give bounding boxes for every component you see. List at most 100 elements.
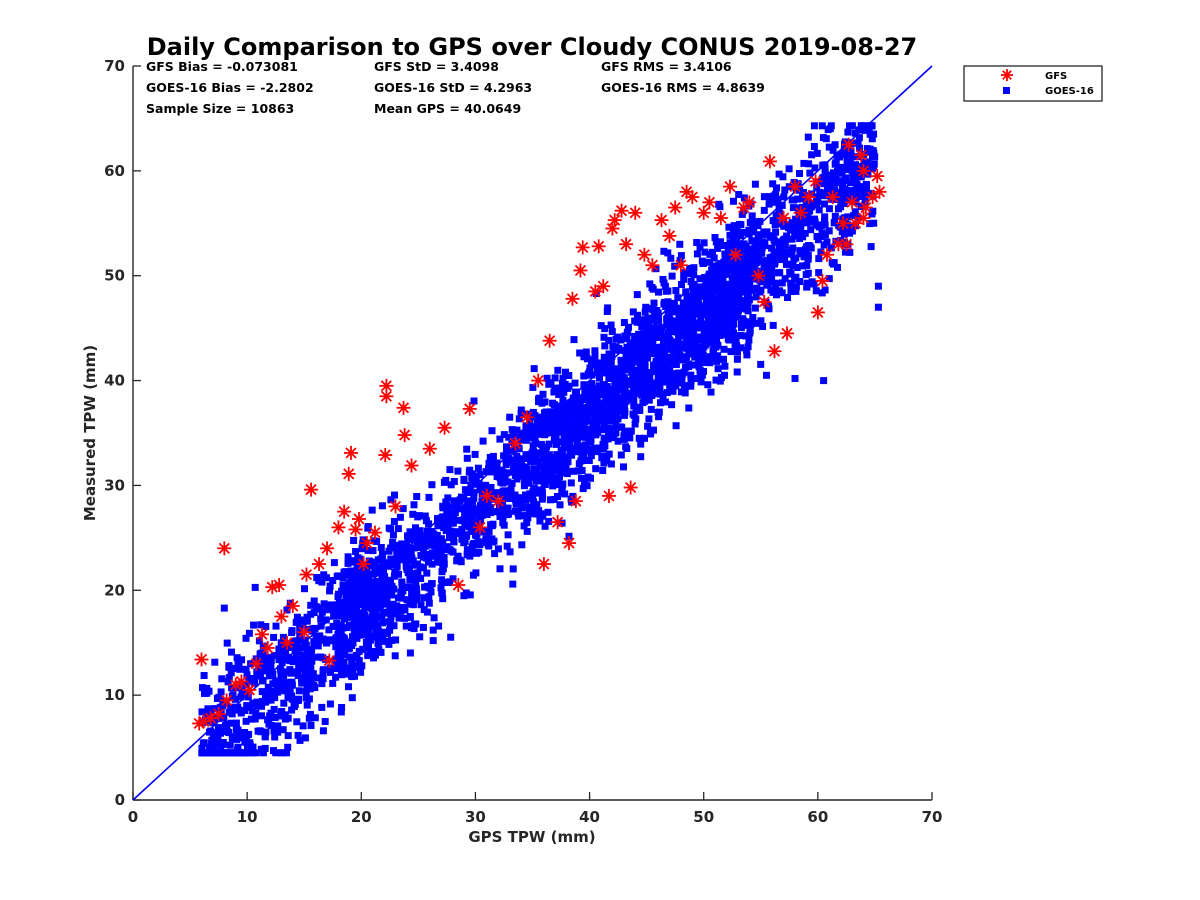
goes16-point [690,361,698,369]
goes16-point [259,677,267,685]
goes16-point [211,658,219,666]
goes16-point [357,668,365,676]
x-tick-label: 10 [237,808,258,826]
goes16-point [455,529,463,537]
goes16-point [513,452,521,460]
gfs-point [297,625,312,640]
goes16-point [255,637,263,645]
goes16-point [351,628,359,636]
goes16-point [803,261,811,269]
goes16-point [279,687,287,695]
goes16-point [813,193,821,201]
goes16-point [314,605,322,613]
goes16-point [301,617,309,625]
gfs-point [531,373,546,388]
goes16-point [710,316,718,323]
goes16-point [636,375,644,383]
goes16-point [653,317,661,325]
goes16-point [639,330,647,338]
gfs-point [614,203,629,218]
goes16-point [717,304,725,312]
goes16-point [441,546,449,553]
y-tick-label: 50 [104,267,125,285]
goes16-point [600,421,608,429]
goes16-point [536,394,543,402]
goes16-point [594,368,601,376]
goes16-point [696,283,704,291]
goes16-point [254,702,262,710]
goes16-point [351,588,359,596]
goes16-point [227,703,235,711]
goes16-point [590,356,597,364]
goes16-point [627,427,635,435]
goes16-point [528,449,536,457]
goes16-point [383,585,390,593]
goes16-point [563,470,571,478]
goes16-point [561,380,569,388]
goes16-point [584,370,592,378]
goes16-point [631,367,639,374]
goes16-point [696,346,704,354]
goes16-point [610,417,618,424]
goes16-point [625,323,632,331]
goes16-point [517,406,525,414]
goes16-point [486,454,494,461]
goes16-point [611,378,619,386]
legend-box [963,65,1103,102]
goes16-point [722,324,730,332]
goes16-point [210,744,218,751]
goes16-point [474,464,482,472]
goes16-point [571,434,579,441]
goes16-point [356,561,364,569]
goes16-point [645,415,653,423]
goes16-point [815,206,823,214]
goes16-point [759,323,767,330]
goes16-point [678,355,686,363]
gfs-point [793,205,808,220]
gfs-point [810,305,825,320]
goes16-point [396,550,404,557]
goes16-point [809,218,817,226]
goes16-point [307,648,315,656]
goes16-point [834,164,842,172]
goes16-point [525,510,533,518]
goes16-point [663,378,671,386]
goes16-point [368,594,376,602]
goes16-point [600,459,608,467]
goes16-point [787,270,795,278]
goes16-point [256,668,264,676]
goes16-point [595,386,603,394]
goes16-point [409,510,417,518]
y-axis-label: Measured TPW (mm) [81,345,99,521]
goes16-point [494,545,502,553]
goes16-point [463,454,471,462]
goes16-point [693,291,701,299]
gfs-point [550,515,565,530]
goes16-point [393,562,401,570]
goes16-point [665,324,673,331]
goes16-point [372,589,380,597]
goes16-point [579,485,587,493]
goes16-point [366,649,374,657]
goes16-point [429,637,437,645]
goes16-point [468,512,476,520]
goes16-point [582,408,590,416]
goes16-point [349,602,357,610]
goes16-point [856,144,863,152]
goes16-point [340,568,348,576]
goes16-point [634,404,642,412]
goes16-point [560,423,568,431]
goes16-point [422,517,430,525]
goes16-point [676,351,684,359]
goes16-point [707,388,715,396]
goes16-point [423,608,431,616]
goes16-point [817,248,825,256]
goes16-point [318,680,326,688]
goes16-point [770,236,778,244]
goes16-point [718,326,726,334]
goes16-point [787,279,795,287]
goes16-point [509,580,517,588]
goes16-point [721,362,729,370]
goes16-point [667,254,675,262]
goes16-point [709,346,717,354]
